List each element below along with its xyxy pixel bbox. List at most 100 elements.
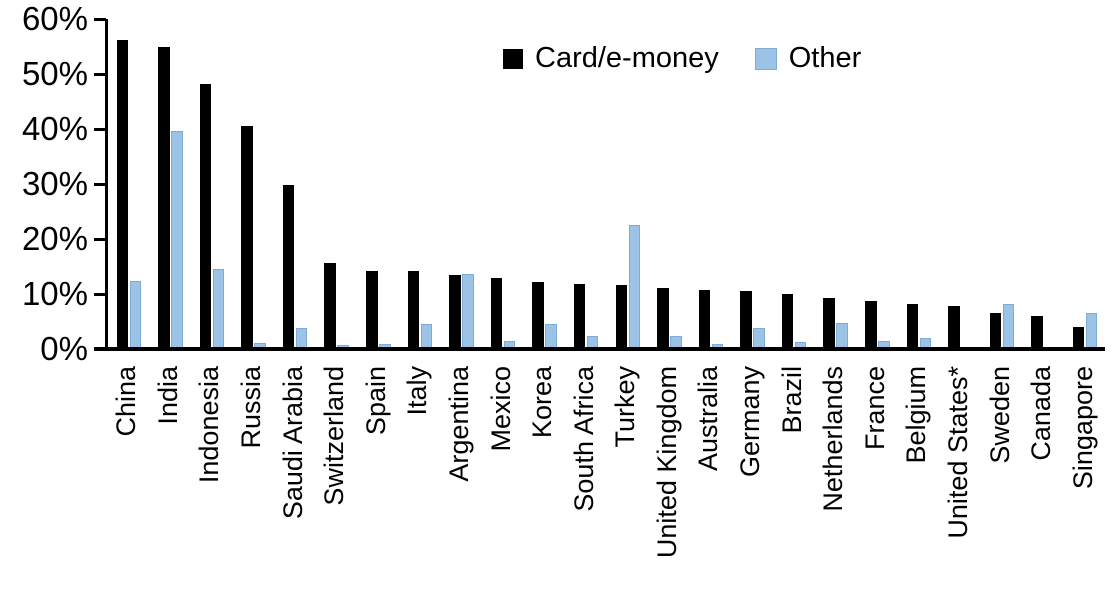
bar-other-turkey: [628, 225, 640, 349]
bar-other-italy: [420, 323, 433, 349]
bar-card-e-money-united-states: [948, 305, 960, 349]
x-axis-label: Australia: [693, 366, 724, 472]
x-label-slot: Switzerland: [314, 366, 356, 592]
y-axis-label: 60%: [21, 0, 88, 37]
y-axis-tick-mark: [94, 72, 106, 76]
bar-card-e-money-argentina: [449, 275, 461, 349]
bar-card-e-money-belgium: [906, 303, 919, 349]
bar-card-e-money-germany: [740, 290, 752, 349]
y-axis-label: 50%: [21, 55, 88, 92]
bar-card-e-money-russia: [241, 126, 253, 349]
x-axis-label: China: [111, 366, 142, 437]
x-axis-label: Sweden: [984, 366, 1015, 464]
x-axis-label: Italy: [402, 366, 433, 416]
bar-card-e-money-brazil: [781, 294, 794, 349]
bar-card-e-money-mexico: [490, 277, 503, 349]
x-label-slot: Russia: [231, 366, 273, 592]
x-label-slot: Turkey: [605, 366, 647, 592]
bar-card-e-money-singapore: [1072, 327, 1085, 349]
x-axis-label: Argentina: [443, 366, 474, 482]
bar-card-e-money-canada: [1031, 316, 1043, 349]
x-label-slot: Mexico: [480, 366, 522, 592]
bar-other-germany: [753, 327, 765, 349]
x-axis-label: France: [859, 366, 890, 451]
bar-card-e-money-turkey: [615, 285, 627, 349]
x-axis-label: United Kingdom: [651, 366, 682, 559]
bar-card-e-money-saudi-arabia: [282, 185, 295, 349]
y-axis-tick-mark: [94, 182, 106, 186]
x-label-slot: Australia: [688, 366, 730, 592]
x-label-slot: Saudi Arabia: [272, 366, 314, 592]
x-label-slot: Italy: [397, 366, 439, 592]
x-axis-label: Switzerland: [319, 366, 350, 506]
x-axis-label: Netherlands: [818, 366, 849, 512]
bar-other-argentina: [462, 273, 474, 349]
x-label-slot: China: [106, 366, 148, 592]
y-axis-tick-mark: [94, 17, 106, 21]
bar-card-e-money-france: [865, 301, 877, 349]
x-label-slot: Belgium: [896, 366, 938, 592]
y-axis-label: 30%: [21, 165, 88, 202]
x-axis-label: Turkey: [610, 366, 641, 448]
x-label-slot: United States*: [938, 366, 980, 592]
x-axis-label: United States*: [942, 366, 973, 539]
legend-swatch-other-icon: [754, 47, 777, 70]
bar-other-korea: [545, 323, 557, 349]
legend-label: Other: [788, 42, 862, 74]
x-axis-label: Singapore: [1067, 366, 1098, 490]
x-axis-label: Germany: [735, 366, 766, 478]
x-axis-label: Mexico: [485, 366, 516, 452]
x-label-slot: India: [148, 366, 190, 592]
legend-item-card-e-money: Card/e-money: [503, 44, 719, 73]
bar-card-e-money-australia: [698, 289, 711, 349]
x-axis-label: Brazil: [776, 366, 807, 434]
legend-swatch-card-e-money-icon: [503, 48, 523, 69]
legend-item-other: Other: [754, 42, 862, 74]
y-axis-tick-mark: [94, 292, 106, 296]
y-axis-label: 0%: [40, 330, 88, 367]
x-label-slot: Argentina: [439, 366, 481, 592]
x-axis-label: Saudi Arabia: [277, 366, 308, 520]
x-axis-label: Korea: [527, 366, 558, 439]
bar-card-e-money-korea: [532, 281, 544, 349]
bar-other-india: [171, 131, 183, 349]
x-label-slot: United Kingdom: [647, 366, 689, 592]
y-axis-tick-mark: [94, 127, 106, 131]
x-axis-label: Russia: [236, 366, 267, 449]
chart-legend: Card/e-money Other: [503, 44, 861, 73]
y-axis-line: [105, 19, 108, 349]
bar-card-e-money-switzerland: [324, 263, 336, 349]
bar-card-e-money-south-africa: [573, 284, 586, 349]
x-label-slot: Indonesia: [189, 366, 231, 592]
x-label-slot: Korea: [522, 366, 564, 592]
x-label-slot: France: [855, 366, 897, 592]
legend-label: Card/e-money: [535, 42, 719, 74]
x-label-slot: Singapore: [1062, 366, 1104, 592]
bar-other-indonesia: [212, 268, 225, 349]
x-label-slot: Germany: [730, 366, 772, 592]
bar-other-singapore: [1085, 312, 1098, 349]
x-axis-label: South Africa: [568, 366, 599, 512]
x-axis-label: India: [152, 366, 183, 425]
x-label-slot: Canada: [1021, 366, 1063, 592]
bar-card-e-money-united-kingdom: [657, 287, 669, 349]
bar-card-e-money-sweden: [989, 312, 1002, 349]
bar-other-saudi-arabia: [295, 327, 308, 349]
x-axis-label: Belgium: [901, 366, 932, 464]
x-label-slot: Sweden: [979, 366, 1021, 592]
bar-card-e-money-india: [158, 46, 170, 349]
x-label-slot: Spain: [356, 366, 398, 592]
bar-card-e-money-china: [116, 39, 128, 349]
y-axis-label: 40%: [21, 110, 88, 147]
bar-card-e-money-indonesia: [199, 83, 212, 349]
y-axis-tick-mark: [94, 237, 106, 241]
y-axis-label: 10%: [21, 275, 88, 312]
bar-card-e-money-spain: [366, 270, 378, 349]
x-axis-line: [94, 347, 1105, 351]
x-axis-label: Spain: [360, 366, 391, 436]
bar-card-e-money-netherlands: [823, 297, 835, 349]
y-axis-label: 20%: [21, 220, 88, 257]
bar-other-sweden: [1002, 304, 1015, 349]
bar-other-china: [129, 281, 141, 349]
